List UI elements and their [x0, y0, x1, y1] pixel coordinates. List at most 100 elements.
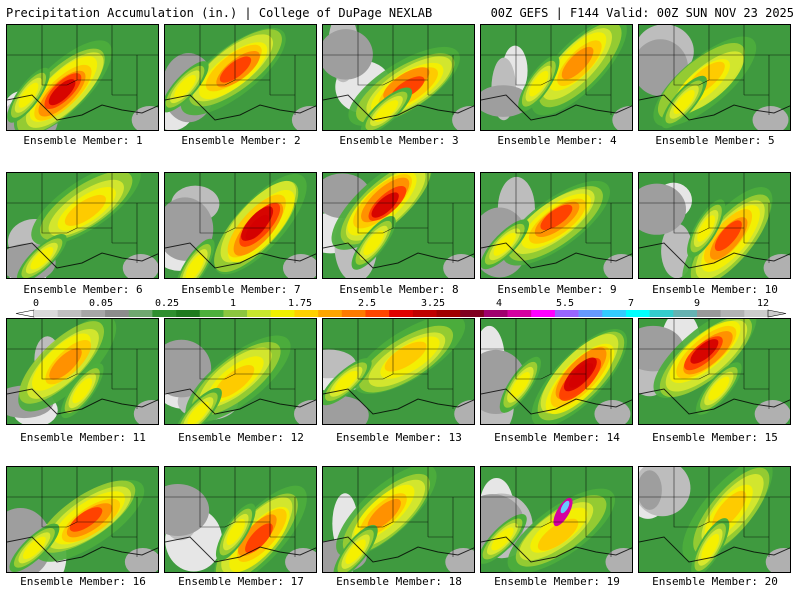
colorbar-swatch — [341, 310, 366, 317]
precip-map — [481, 467, 632, 572]
dry-area — [291, 106, 316, 130]
dry-area — [639, 470, 662, 510]
precip-map — [165, 319, 316, 424]
colorbar-swatch — [318, 310, 343, 317]
precip-contour — [690, 339, 719, 364]
state-boundary — [357, 349, 394, 380]
precip-contour — [174, 75, 196, 99]
precip-contour — [69, 507, 103, 532]
colorbar-tick-label: 3.25 — [421, 298, 445, 309]
precip-map — [7, 319, 158, 424]
coastline — [7, 242, 158, 269]
ensemble-member-label: Ensemble Member: 14 — [494, 431, 620, 444]
precip-contour — [374, 100, 399, 122]
precip-contour — [226, 518, 246, 546]
precip-map — [639, 173, 790, 278]
state-boundary — [357, 497, 394, 528]
coastline — [165, 388, 316, 415]
ensemble-member-label: Ensemble Member: 4 — [497, 134, 617, 147]
precip-contour — [48, 79, 76, 106]
colorbar-tick-label: 0 — [33, 298, 39, 309]
precip-map — [165, 173, 316, 278]
colorbar-swatch — [720, 310, 745, 317]
precip-contour — [345, 539, 366, 564]
state-boundary — [357, 203, 394, 234]
colorbar-swatch — [57, 310, 82, 317]
precip-map — [323, 173, 474, 278]
coastline — [481, 94, 632, 121]
ensemble-member-map — [322, 172, 475, 279]
precip-map — [639, 319, 790, 424]
state-boundary — [673, 203, 710, 234]
precip-map — [481, 319, 632, 424]
ensemble-member-map — [164, 172, 317, 279]
colorbar-swatch — [81, 310, 106, 317]
ensemble-member-map — [480, 466, 633, 573]
precip-map — [323, 319, 474, 424]
ensemble-member-label: Ensemble Member: 17 — [178, 575, 304, 588]
colorbar-swatch — [247, 310, 272, 317]
precip-contour — [22, 536, 46, 559]
coastline — [639, 94, 790, 121]
colorbar-tick-label: 2.5 — [358, 298, 376, 309]
ensemble-member-label: Ensemble Member: 3 — [339, 134, 459, 147]
colorbar-swatch — [365, 310, 390, 317]
precip-contour — [708, 376, 730, 401]
precip-map — [165, 25, 316, 130]
coastline — [165, 242, 316, 269]
dry-area — [323, 395, 369, 424]
coastline — [165, 536, 316, 563]
ensemble-member-map — [6, 466, 159, 573]
precip-contour — [245, 523, 273, 554]
precip-map — [639, 467, 790, 572]
state-boundary — [199, 497, 236, 528]
colorbar-tick-label: 7 — [628, 298, 634, 309]
precip-contour — [569, 363, 594, 388]
dry-area — [752, 106, 789, 130]
ensemble-member-map — [322, 318, 475, 425]
ensemble-member-map — [638, 466, 791, 573]
ensemble-member-map — [6, 172, 159, 279]
precip-contour — [363, 230, 384, 256]
ensemble-member-label: Ensemble Member: 7 — [181, 283, 301, 296]
precip-contour — [697, 215, 716, 242]
ensemble-member-label: Ensemble Member: 11 — [20, 431, 146, 444]
run-valid-time: 00Z GEFS | F144 Valid: 00Z SUN NOV 23 20… — [490, 6, 794, 20]
state-boundary — [673, 55, 710, 86]
colorbar-left-arrow — [15, 309, 35, 318]
coastline — [323, 388, 474, 415]
coastline — [7, 536, 158, 563]
colorbar-tick-label: 1 — [230, 298, 236, 309]
ensemble-member-label: Ensemble Member: 9 — [497, 283, 617, 296]
state-boundary — [673, 497, 710, 528]
coastline — [639, 242, 790, 269]
ensemble-member-map — [322, 24, 475, 131]
dry-area — [452, 106, 474, 130]
colorbar-swatch — [105, 310, 130, 317]
ensemble-member-label: Ensemble Member: 18 — [336, 575, 462, 588]
colorbar-swatch — [483, 310, 508, 317]
colorbar-swatch — [270, 310, 295, 317]
colorbar-swatch — [412, 310, 437, 317]
colorbar-swatch — [531, 310, 556, 317]
precip-contour — [30, 247, 54, 270]
coastline — [639, 388, 790, 415]
ensemble-member-map — [164, 466, 317, 573]
precip-map — [323, 25, 474, 130]
colorbar-tick-label: 12 — [757, 298, 769, 309]
precip-contour — [64, 194, 106, 226]
precip-contour — [214, 365, 255, 399]
ensemble-member-map — [164, 24, 317, 131]
precip-map — [481, 173, 632, 278]
precip-contour — [510, 371, 530, 398]
coastline — [7, 388, 158, 415]
ensemble-member-map — [638, 172, 791, 279]
precip-contour — [493, 232, 516, 256]
coastline — [7, 94, 158, 121]
precip-map — [7, 25, 158, 130]
precip-contour — [185, 254, 205, 278]
dry-area — [481, 85, 531, 117]
ensemble-member-map — [480, 318, 633, 425]
colorbar-swatch — [507, 310, 532, 317]
colorbar-swatch — [649, 310, 674, 317]
